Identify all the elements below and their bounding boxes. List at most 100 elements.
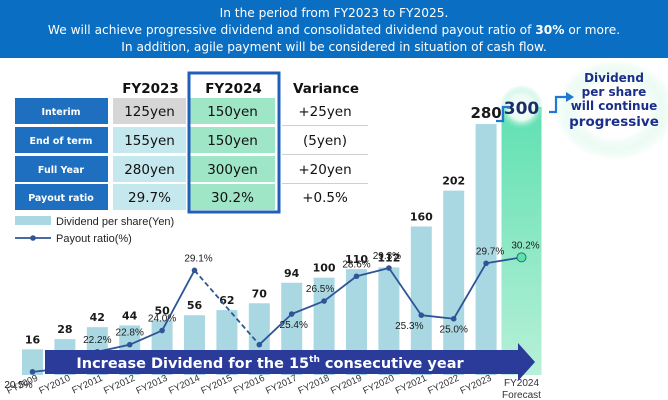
table-row-label-cell [15,156,108,182]
x-tick-label: FY2015 [199,373,234,397]
x-tick-label: FY2010 [37,373,72,397]
fy2024-highlight-frame [187,71,281,214]
callout-arrow [549,95,566,114]
x-tick-label: FY2022 [426,373,461,397]
dividend-bar [475,124,497,375]
bar-value-label: 94 [284,267,300,280]
bar-value-label: 44 [122,309,138,322]
payout-point [516,252,527,263]
table-row-label: Payout ratio [28,193,94,204]
table-cell [113,184,186,210]
bar-value-label: 56 [187,299,203,312]
bar-value-label: 42 [90,311,105,324]
arrow-banner-head-icon [518,343,535,381]
legend-bar-label: Dividend per share(Yen) [56,216,174,228]
bar-value-label: 112 [377,251,400,264]
table-cell-value: 155yen [124,133,175,149]
bar-value-label: 202 [442,175,465,188]
table-cell [190,98,275,124]
callout-glow [555,60,668,160]
callout-arrowhead-icon [566,92,574,102]
bar-value-label: 50 [154,304,170,317]
payout-value-label: 28.6% [342,259,370,270]
table-cell-value: 300yen [207,162,258,178]
forecast-label-glow [499,85,544,129]
table-cell-value: 280yen [124,162,175,178]
payout-line-segment [129,329,163,346]
table-cell-value: +20yen [298,162,351,178]
payout-point [256,341,263,348]
payout-value-label: 25.0% [440,325,468,336]
x-tick-label: FY2017 [264,373,299,397]
payout-point [386,265,392,271]
bar-value-label: 110 [345,253,368,266]
table-cell-value: +0.5% [302,190,348,206]
x-tick-label: FY2016 [232,373,267,397]
banner-line-2: We will achieve progressive dividend and… [0,22,668,39]
payout-point [191,267,198,274]
table-cell-value: 125yen [124,104,175,120]
payout-point [29,369,36,375]
bar-value-label: 100 [313,262,336,275]
legend-line-marker [30,235,36,241]
table-cell [190,184,275,210]
table-row-label: End of term [30,136,93,147]
table-cell [282,127,368,153]
payout-value-label: 29.3% [373,251,401,262]
x-tick-label: FY2009 [5,373,40,397]
table-cell-value: (5yen) [303,133,347,149]
payout-line-gap-segment [193,269,260,346]
legend-line-label: Payout ratio(%) [56,233,132,245]
table-cell-value: 29.7% [128,190,171,206]
table-row-label: Full Year [38,165,84,176]
table-cell-value: 150yen [207,133,258,149]
payout-line-segment [323,275,358,302]
payout-point [159,327,165,334]
dividend-bar [443,190,465,375]
table-cell [282,184,368,210]
banner-line-1: In the period from FY2023 to FY2025. [219,6,449,20]
x-tick-label: FY2024 [504,378,539,389]
callout: Dividend per share will continue progres… [569,71,659,130]
table-cell [282,156,368,182]
table-row-label-cell [15,184,108,210]
step-bracket [496,105,510,123]
dividend-bar [378,267,400,375]
payout-value-label: 29.7% [476,246,504,257]
x-tick-label: FY2014 [167,373,202,397]
callout-line-3: will continue [571,99,658,113]
header-banner: In the period from FY2023 to FY2025. We … [0,0,668,58]
payout-line-segment [258,313,293,346]
arrow-banner-body [45,350,518,374]
dividend-bar [410,226,432,375]
x-tick-label: FY2023 [459,373,494,397]
arrow-banner: Increase Dividend for the 15th consecuti… [45,343,535,381]
table-cell-value: 30.2% [211,190,254,206]
bar-value-label: 28 [57,323,72,336]
payout-line-segment [452,262,487,320]
table-cell-value: +25yen [298,104,351,120]
payout-line-segment [291,300,325,315]
payout-value-label: 29.1% [184,253,212,264]
callout-line-2: per share [582,85,647,99]
payout-point [450,315,457,322]
table-cell-value: 150yen [207,104,258,120]
payout-value-label: 22.2% [83,335,111,346]
bar-value-label: 16 [25,333,41,346]
x-tick-label: FY2020 [361,373,396,397]
table-column-header: FY2023 [122,81,179,97]
x-tick-label: FY2012 [102,373,137,397]
x-tick-label: FY2013 [135,373,170,397]
payout-value-label: 20.5% [4,380,32,391]
callout-line-4: progressive [569,114,659,130]
payout-point [418,312,425,319]
x-tick-label: FY2021 [394,373,429,397]
banner-line-2-text: We will achieve progressive dividend and… [47,23,536,37]
payout-value-label: 25.3% [395,321,423,332]
table-column-header: Variance [293,81,359,97]
payout-value-label: 22.8% [116,328,144,339]
dividend-table: FY2023 FY2024 Variance Interim 125yen 150yen +… [15,71,368,214]
table-cell [113,127,186,153]
arrow-banner-text: Increase Dividend for the 15th consecuti… [76,355,464,372]
